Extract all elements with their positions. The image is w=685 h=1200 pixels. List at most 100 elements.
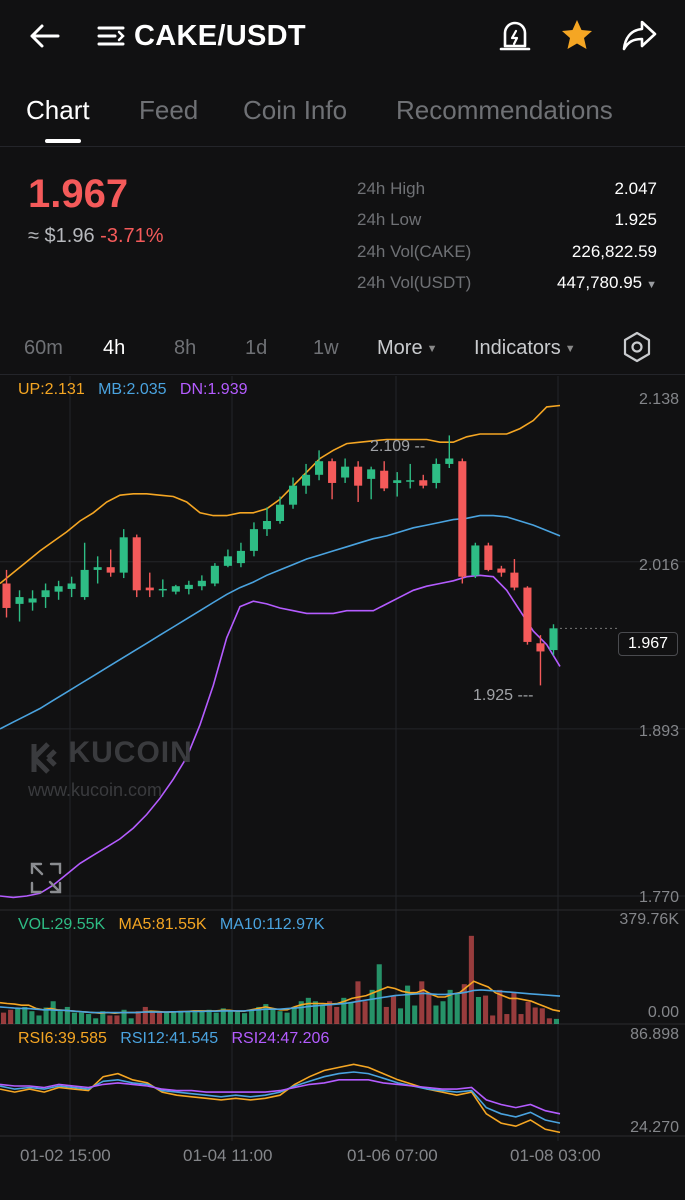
stat-label-high: 24h High (357, 179, 426, 198)
chart-settings-icon[interactable] (620, 330, 654, 364)
interval-60m[interactable]: 60m (24, 337, 63, 359)
volume-bar (256, 1006, 262, 1024)
volume-bar (149, 1011, 155, 1024)
rsi-axis-min: 24.270 (630, 1119, 679, 1136)
tab-chart[interactable]: Chart (26, 95, 90, 125)
volume-bar (511, 992, 517, 1024)
volume-bar (348, 1002, 354, 1024)
volume-bar (447, 989, 453, 1024)
price-usd-change: ≈ $1.96 -3.71% (28, 222, 164, 250)
stat-value-low: 1.925 (614, 210, 657, 229)
volume-bar (390, 995, 396, 1024)
candlestick-chart[interactable] (0, 376, 685, 1146)
volume-bar (355, 981, 361, 1024)
stat-label-vol-cake: 24h Vol(CAKE) (357, 242, 472, 261)
candle-body (549, 628, 558, 651)
fullscreen-icon[interactable] (28, 860, 64, 896)
tab-recommendations[interactable]: Recommendations (396, 95, 613, 125)
triangle-down-icon: ▼ (426, 342, 438, 355)
time-axis-label: 01-04 11:00 (183, 1146, 273, 1165)
volume-bar (185, 1010, 191, 1024)
stat-label-vol-usdt: 24h Vol(USDT) (357, 273, 472, 292)
tab-coin-info[interactable]: Coin Info (243, 95, 348, 125)
interval-1w[interactable]: 1w (313, 337, 339, 359)
share-icon[interactable] (618, 14, 660, 56)
high-marker: 2.109 -- (370, 438, 426, 455)
volume-bar (553, 1018, 559, 1024)
candle-body (15, 597, 24, 604)
vol-usdt-value: 447,780.95 (557, 273, 643, 292)
volume-bar (107, 1015, 113, 1024)
high-marker-value: 2.109 (370, 438, 411, 455)
low-marker-value: 1.925 (473, 687, 514, 704)
candle-body (262, 521, 272, 530)
watermark-brand: KUCOIN (68, 736, 193, 769)
volume-bar (220, 1008, 226, 1024)
candle-body (54, 586, 63, 592)
pair-list-icon[interactable] (96, 22, 126, 50)
stat-value-vol-usdt[interactable]: 447,780.95 ▼ (557, 271, 657, 297)
candle-body (536, 643, 545, 652)
volume-bar (539, 1008, 545, 1024)
volume-bar (284, 1012, 290, 1024)
kucoin-logo-icon (31, 741, 57, 774)
interval-8h[interactable]: 8h (174, 337, 197, 359)
volume-bar (36, 1015, 42, 1024)
candle-body (432, 463, 441, 483)
candle-body (67, 583, 76, 589)
change-percent: -3.71% (100, 225, 164, 247)
volume-bar (483, 995, 489, 1024)
volume-bar (546, 1018, 552, 1024)
candle-body (302, 474, 311, 486)
boll-up-value: UP:2.131 (18, 381, 85, 398)
back-arrow-icon[interactable] (22, 14, 66, 58)
candle-body (445, 458, 454, 464)
volume-bar (376, 964, 382, 1024)
boll-dn-value: DN:1.939 (179, 381, 248, 398)
candle-body (184, 584, 193, 589)
candle-body (119, 537, 128, 573)
indicators-label: Indicators (474, 337, 561, 359)
trading-pair-title[interactable]: CAKE/USDT (134, 20, 306, 52)
volume-bar (419, 981, 425, 1024)
volume-bar (525, 1001, 531, 1024)
volume-bar (86, 1014, 92, 1024)
current-price-tag: 1.967 (618, 632, 678, 656)
interval-1d[interactable]: 1d (245, 337, 268, 359)
candle-body (132, 537, 141, 591)
volume-bar (213, 1012, 219, 1024)
candle-body (288, 485, 298, 505)
volume-bar (164, 1012, 170, 1024)
volume-bar (454, 994, 460, 1024)
more-intervals-dropdown[interactable]: More ▼ (377, 334, 437, 363)
volume-bar (206, 1009, 212, 1024)
price-axis-label: 1.893 (638, 723, 679, 740)
volume-bar (1, 1012, 7, 1024)
price-alert-icon[interactable] (494, 14, 536, 56)
vol-value: VOL:29.55K (18, 916, 106, 933)
volume-bar (270, 1008, 276, 1024)
volume-bar (114, 1015, 120, 1024)
candle-body (106, 567, 115, 573)
candle-body (197, 580, 206, 587)
volume-bar (532, 1007, 538, 1024)
watermark-url: www.kucoin.com (28, 780, 163, 800)
last-price: 1.967 (28, 172, 129, 216)
indicators-dropdown[interactable]: Indicators ▼ (474, 334, 576, 363)
volume-bar (319, 1005, 326, 1024)
tab-feed[interactable]: Feed (139, 95, 199, 125)
top-bar: CAKE/USDT (0, 0, 685, 72)
interval-4h[interactable]: 4h (103, 337, 126, 359)
candle-body (28, 598, 37, 603)
candle-body (497, 568, 506, 573)
low-marker: 1.925 --- (473, 687, 534, 704)
candle-body (171, 586, 180, 592)
volume-bar (78, 1012, 85, 1024)
boll-lower-line (0, 574, 561, 899)
volume-bar (334, 1006, 340, 1024)
favorite-star-icon[interactable] (556, 14, 598, 56)
candle-body (223, 556, 232, 566)
vol-ma10-value: MA10:112.97K (219, 916, 325, 933)
volume-bar (383, 1006, 389, 1024)
volume-bar (298, 1001, 304, 1024)
